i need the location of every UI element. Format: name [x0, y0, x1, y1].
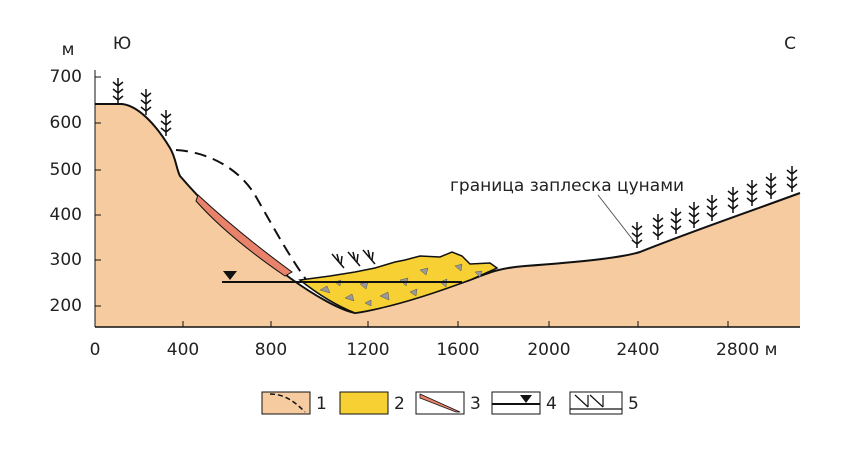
y-tick-label: 700: [50, 67, 82, 87]
fallen-tree: [347, 251, 361, 267]
y-tick-label: 400: [50, 205, 82, 225]
north-label: С: [784, 34, 796, 54]
trees: [112, 78, 798, 269]
layer-3: [195, 194, 293, 277]
legend: [261, 391, 623, 415]
legend-swatch: [269, 393, 306, 413]
legend-label: 3: [470, 394, 481, 414]
x-tick-label: 0: [90, 340, 101, 360]
legend-label: 5: [628, 394, 639, 414]
fallen-tree: [362, 249, 376, 265]
legend-swatch: [569, 391, 623, 415]
legend-swatch: [570, 394, 622, 410]
x-tick-label: 1600: [436, 340, 479, 360]
legend-swatch: [520, 395, 532, 403]
tree: [727, 187, 739, 213]
legend-label: 4: [546, 394, 557, 414]
tree: [140, 89, 152, 115]
tree: [652, 214, 664, 240]
y-tick-label: 600: [50, 113, 82, 133]
south-label: Ю: [113, 34, 131, 54]
y-tick-label: 300: [50, 250, 82, 270]
x-tick-label: 800: [255, 340, 287, 360]
tsunami-boundary-label: граница заплеска цунами: [450, 176, 684, 196]
tree: [631, 222, 643, 248]
y-tick-label: 500: [50, 160, 82, 180]
old-surface: [175, 149, 311, 286]
x-tick-label: 400: [167, 340, 199, 360]
tree: [786, 166, 798, 192]
tree: [670, 208, 682, 234]
water-marker: [223, 271, 237, 280]
tree: [746, 180, 758, 206]
x-tick-label: 2000: [527, 340, 570, 360]
x-tick-label: 2800 м: [716, 340, 778, 360]
terrain: [95, 104, 800, 327]
legend-swatch: [261, 391, 311, 415]
tree: [688, 202, 700, 228]
legend-label: 1: [316, 394, 327, 414]
fallen-tree: [331, 253, 345, 269]
y-unit: м: [62, 40, 75, 60]
legend-swatch: [339, 391, 389, 415]
tree: [765, 173, 777, 199]
y-tick-label: 200: [50, 296, 82, 316]
x-tick-label: 2400: [616, 340, 659, 360]
x-tick-label: 1200: [346, 340, 389, 360]
legend-label: 2: [394, 394, 405, 414]
annotation-leader: [597, 194, 634, 241]
tree: [160, 110, 172, 136]
tree: [112, 78, 124, 104]
legend-swatch: [419, 393, 461, 413]
tree: [706, 195, 718, 221]
